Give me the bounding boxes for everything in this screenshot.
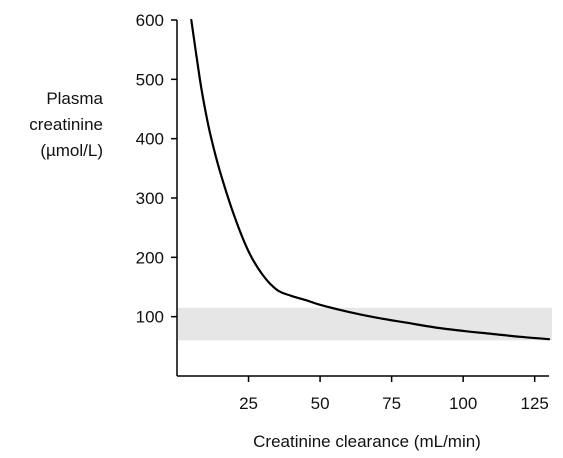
y-tick-label: 100 <box>136 308 164 327</box>
x-tick-label: 125 <box>521 394 549 413</box>
reference-range-band <box>178 307 552 341</box>
x-tick-label: 25 <box>239 394 258 413</box>
y-axis-title-line: creatinine <box>29 115 103 134</box>
x-tick-label: 100 <box>449 394 477 413</box>
y-axis-title-line: (µmol/L) <box>40 141 103 160</box>
x-tick-label: 50 <box>311 394 330 413</box>
y-tick-label: 400 <box>136 130 164 149</box>
y-axis-title-line: Plasma <box>46 89 103 108</box>
x-tick-label: 75 <box>382 394 401 413</box>
y-tick-label: 500 <box>136 70 164 89</box>
series-line <box>190 18 551 341</box>
y-tick-label: 300 <box>136 189 164 208</box>
x-axis-title: Creatinine clearance (mL/min) <box>253 432 481 451</box>
y-tick-label: 600 <box>136 11 164 30</box>
y-tick-label: 200 <box>136 248 164 267</box>
